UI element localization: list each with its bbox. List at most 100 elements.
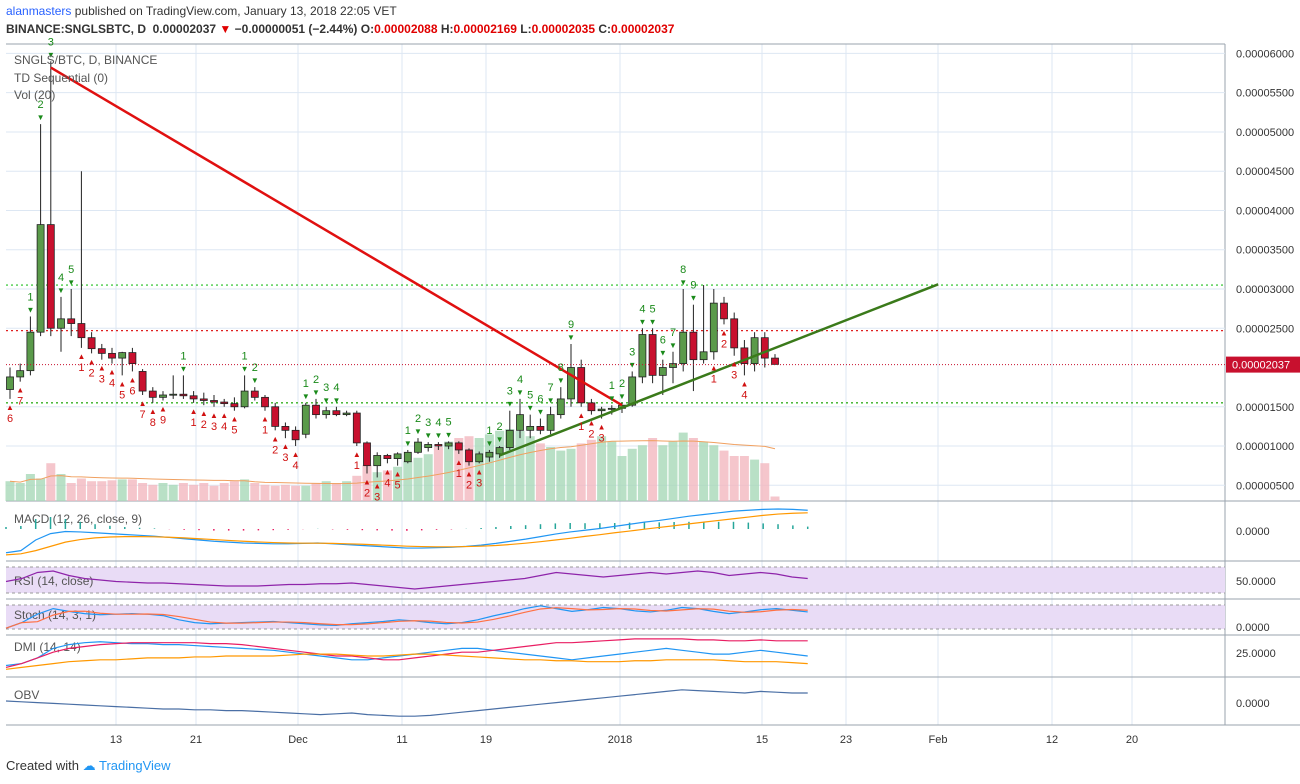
td-count-up: 1 xyxy=(405,425,411,437)
td-count-down: 5 xyxy=(119,389,125,401)
td-arrow-up-icon: ▲ xyxy=(598,423,606,432)
volume-bar xyxy=(607,441,617,501)
td-arrow-down-icon: ▼ xyxy=(628,360,636,369)
volume-bar xyxy=(87,481,97,501)
td-count-down: 3 xyxy=(476,477,482,489)
volume-bar xyxy=(362,465,372,501)
td-count-down: 1 xyxy=(711,374,717,386)
td-arrow-down-icon: ▼ xyxy=(669,341,677,350)
volume-bar xyxy=(658,445,668,501)
created-with: Created with xyxy=(6,758,79,773)
x-tick-label: 20 xyxy=(1126,734,1138,746)
open-value: 0.00002088 xyxy=(374,22,438,36)
td-count-up: 2 xyxy=(313,374,319,386)
volume-bar xyxy=(556,450,566,501)
tradingview-link[interactable]: TradingView xyxy=(99,758,171,773)
author-link[interactable]: alanmasters xyxy=(6,4,72,18)
td-arrow-down-icon: ▼ xyxy=(496,435,504,444)
volume-bar xyxy=(576,443,586,501)
candle-body xyxy=(179,393,188,397)
td-arrow-up-icon: ▲ xyxy=(139,399,147,408)
td-count-up: 4 xyxy=(58,272,64,284)
candle-body xyxy=(454,442,463,451)
td-count-down: 4 xyxy=(293,460,299,472)
td-arrow-up-icon: ▲ xyxy=(261,415,269,424)
td-count-down: 6 xyxy=(129,385,135,397)
candle-body xyxy=(352,412,361,444)
volume-bar xyxy=(158,483,168,501)
volume-bar xyxy=(117,479,127,501)
candle-body xyxy=(77,323,86,339)
td-arrow-down-icon: ▼ xyxy=(37,113,45,122)
y-tick-label: 0.00003500 xyxy=(1236,245,1294,257)
stoch-tick: 0.0000 xyxy=(1236,622,1270,634)
td-arrow-down-icon: ▼ xyxy=(414,427,422,436)
td-count-down: 1 xyxy=(191,417,197,429)
td-arrow-down-icon: ▼ xyxy=(404,439,412,448)
volume-bar xyxy=(352,475,362,501)
td-count-up: 4 xyxy=(333,382,339,394)
open-label: O: xyxy=(360,22,375,36)
td-arrow-up-icon: ▲ xyxy=(587,419,595,428)
volume-bar xyxy=(546,447,556,501)
td-count-up: 1 xyxy=(180,350,186,362)
y-tick-label: 0.00001500 xyxy=(1236,402,1294,414)
rsi-band xyxy=(6,567,1225,593)
td-arrow-down-icon: ▼ xyxy=(47,50,55,59)
dmi-title: DMI (14, 14) xyxy=(14,640,81,654)
volume-bar xyxy=(454,438,464,501)
volume-bar xyxy=(240,479,250,501)
td-count-down: 3 xyxy=(99,374,105,386)
td-count-down: 2 xyxy=(89,367,95,379)
candle-body xyxy=(342,412,351,416)
rsi-line xyxy=(5,570,808,590)
td-arrow-up-icon: ▲ xyxy=(475,467,483,476)
candle-body xyxy=(424,444,433,449)
volume-bar xyxy=(770,496,780,501)
candle-body xyxy=(210,400,218,403)
candle-body xyxy=(760,337,769,359)
td-arrow-up-icon: ▲ xyxy=(128,375,136,384)
candle-body xyxy=(240,390,249,408)
volume-bar xyxy=(739,456,749,501)
trendline-ascending xyxy=(499,283,939,457)
candle-body xyxy=(709,302,718,353)
td-arrow-up-icon: ▲ xyxy=(383,467,391,476)
td-count-down: 2 xyxy=(466,480,472,492)
td-arrow-down-icon: ▼ xyxy=(649,317,657,326)
published-text: published on TradingView.com, January 13… xyxy=(74,4,397,18)
x-tick-label: 23 xyxy=(840,734,852,746)
candle-body xyxy=(607,407,616,410)
candle-body xyxy=(312,404,320,416)
td-count-down: 4 xyxy=(109,378,115,390)
volume-bar xyxy=(250,483,260,501)
volume-bar xyxy=(46,463,56,501)
candle-body xyxy=(434,444,443,447)
td-arrow-up-icon: ▲ xyxy=(16,386,24,395)
td-count-down: 8 xyxy=(150,417,156,429)
candle-body xyxy=(679,331,688,364)
td-count-up: 9 xyxy=(690,280,696,292)
td-count-up: 3 xyxy=(425,417,431,429)
td-count-down: 1 xyxy=(78,362,84,374)
candle-body xyxy=(26,331,35,372)
volume-bar xyxy=(260,484,270,501)
td-arrow-down-icon: ▼ xyxy=(251,376,259,385)
candle-body xyxy=(230,403,239,408)
td-arrow-down-icon: ▼ xyxy=(26,305,34,314)
volume-bar xyxy=(331,483,341,501)
close-label: C: xyxy=(598,22,612,36)
volume-bar xyxy=(566,448,576,501)
volume-bar xyxy=(189,484,199,501)
volume-bar xyxy=(342,481,352,501)
x-tick-label: Dec xyxy=(288,734,308,746)
candle-body xyxy=(587,402,596,412)
td-arrow-down-icon: ▼ xyxy=(608,394,616,403)
high-label: H: xyxy=(440,22,454,36)
candle-body xyxy=(669,363,677,368)
td-arrow-down-icon: ▼ xyxy=(485,439,493,448)
td-count-down: 5 xyxy=(231,425,237,437)
td-arrow-up-icon: ▲ xyxy=(292,450,300,459)
main-title: SNGLS/BTC, D, BINANCE xyxy=(14,53,157,67)
